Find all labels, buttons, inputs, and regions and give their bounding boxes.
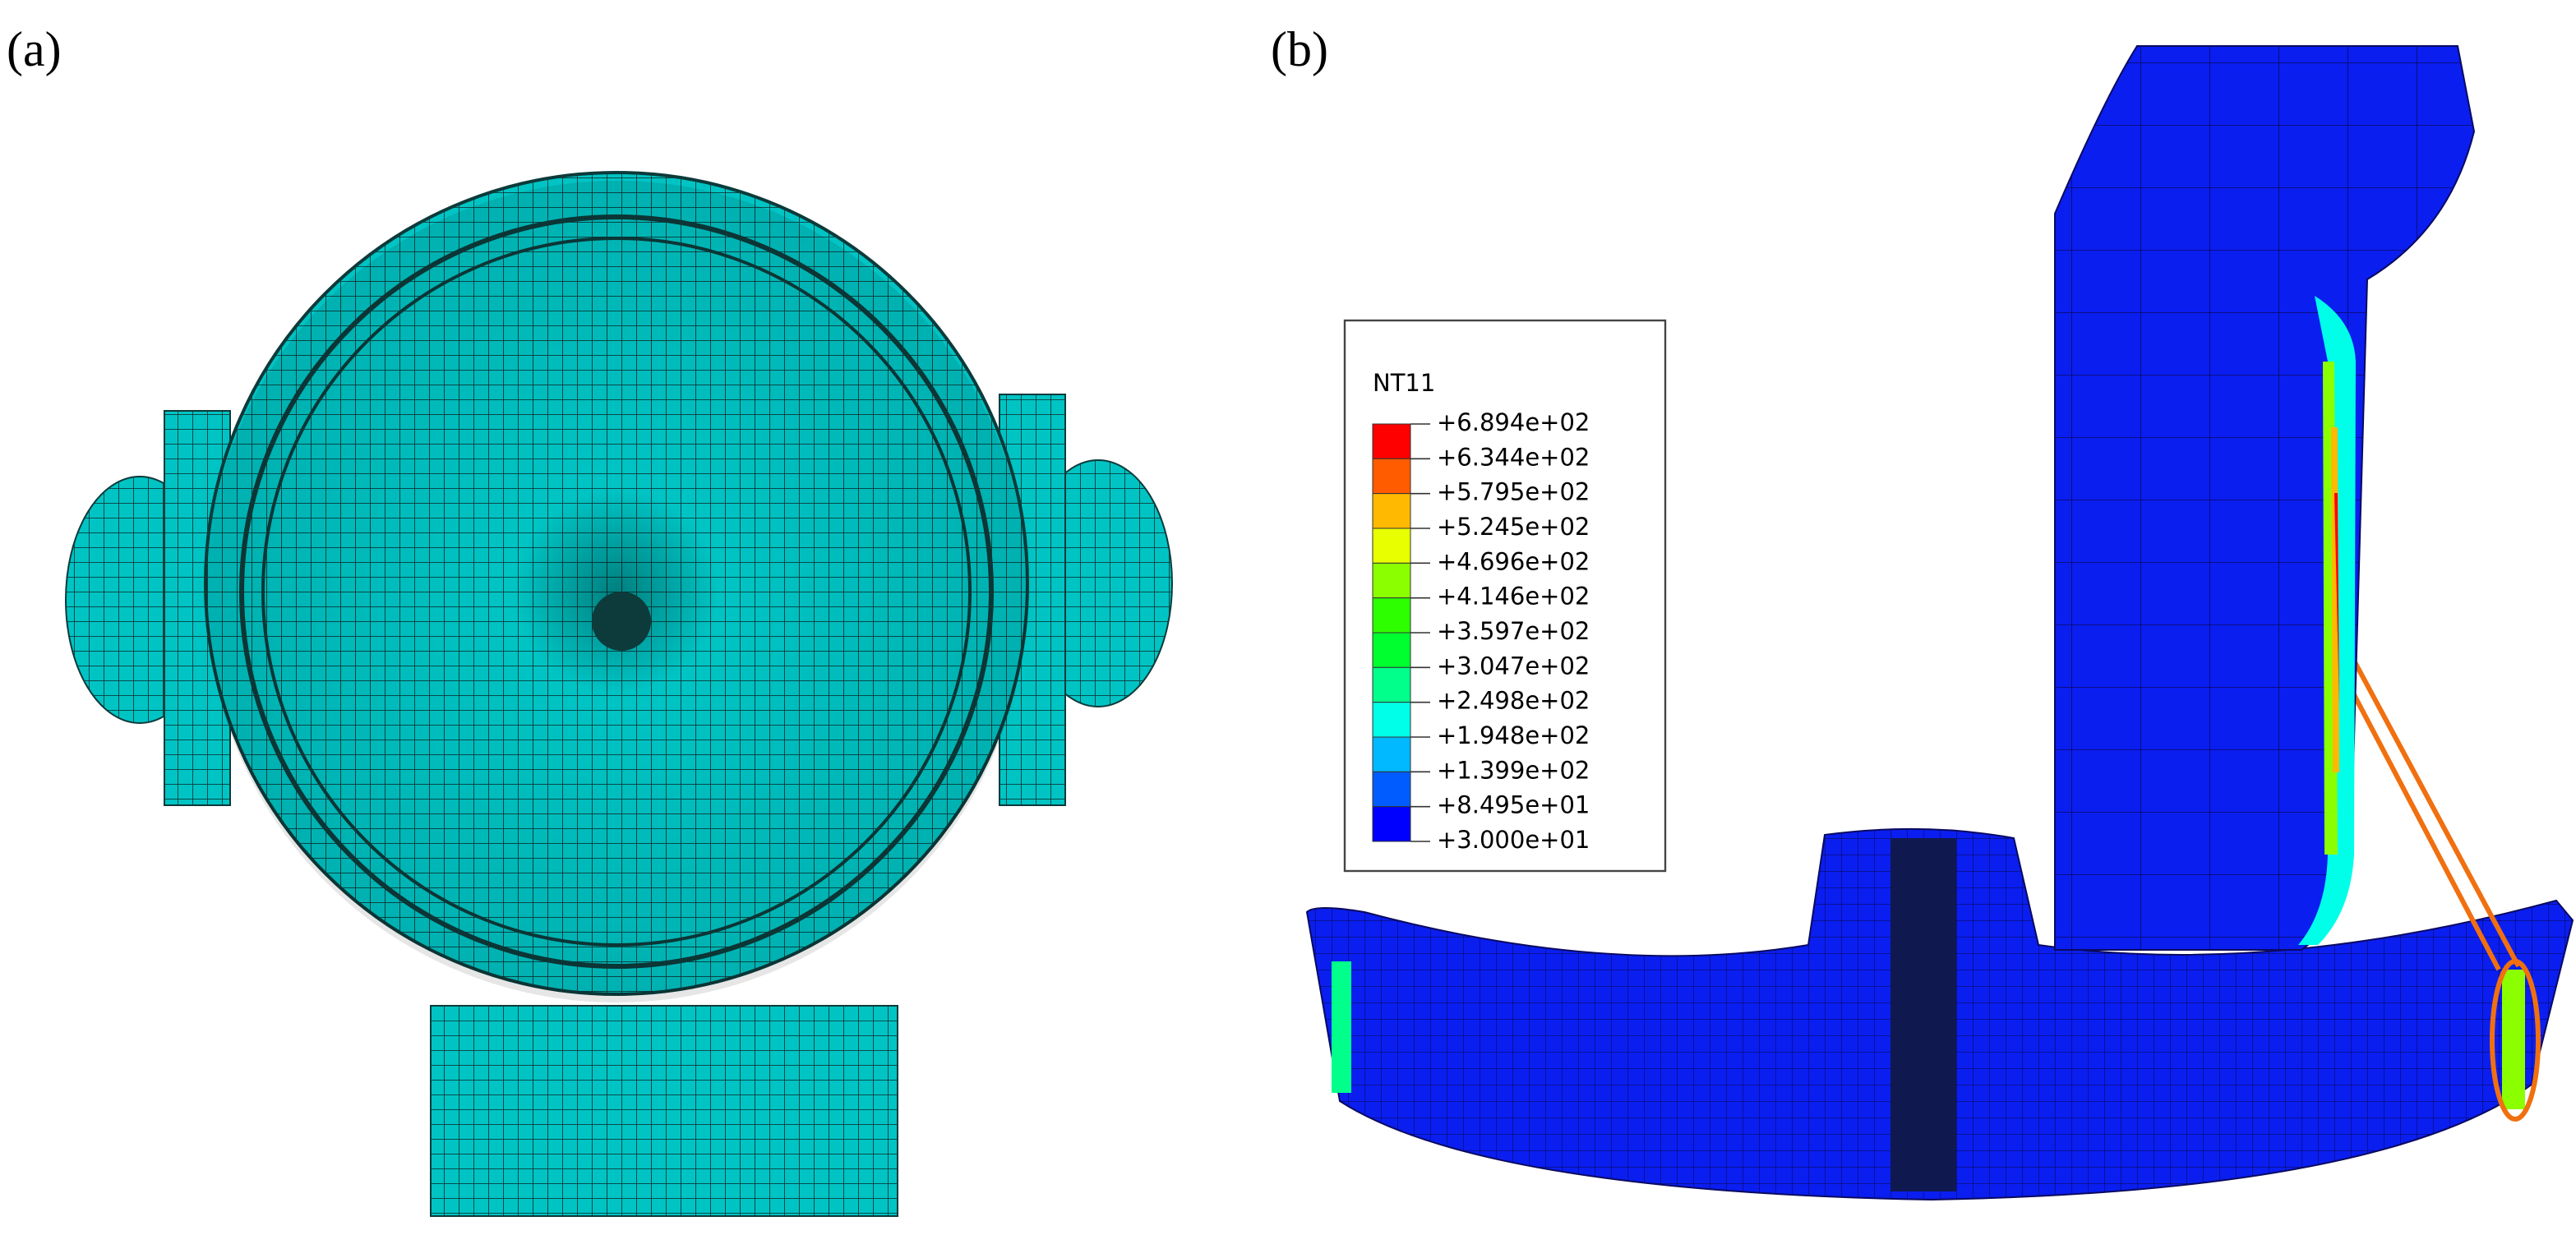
legend-swatch (1372, 528, 1411, 564)
legend-swatch (1372, 458, 1411, 495)
legend-label: +4.146e+02 (1437, 583, 1590, 611)
legend-label: +6.894e+02 (1437, 408, 1590, 436)
legend-label: +3.047e+02 (1437, 652, 1590, 680)
legend-swatch (1372, 493, 1411, 529)
wheel-mesh (65, 171, 1173, 1217)
legend-label: +8.495e+01 (1437, 791, 1590, 819)
legend-swatch (1372, 702, 1411, 738)
legend-swatch (1372, 806, 1411, 842)
legend-swatch (1372, 771, 1411, 808)
legend-label: +3.000e+01 (1437, 826, 1590, 854)
legend-swatch (1372, 562, 1411, 599)
legend: NT11 +6.894e+02 +6.344e+02 +5.795e+02 +5.24… (1343, 319, 1667, 873)
legend-swatch (1372, 632, 1411, 668)
legend-swatch (1372, 666, 1411, 703)
legend-swatch (1372, 423, 1411, 459)
legend-swatch (1372, 736, 1411, 772)
legend-label: +3.597e+02 (1437, 617, 1590, 645)
panel-label: (b) (1271, 22, 1328, 76)
legend-label: +5.245e+02 (1437, 513, 1590, 541)
panel-label: (a) (7, 22, 62, 76)
legend-label: +4.696e+02 (1437, 547, 1590, 575)
legend-label: +6.344e+02 (1437, 443, 1590, 471)
legend-label: +1.399e+02 (1437, 756, 1590, 784)
legend-title: NT11 (1373, 369, 1435, 397)
legend-label: +2.498e+02 (1437, 687, 1590, 715)
legend-label: +1.948e+02 (1437, 721, 1590, 749)
legend-label: +5.795e+02 (1437, 478, 1590, 506)
section-mesh (1305, 45, 2574, 1201)
legend-swatch (1372, 597, 1411, 634)
